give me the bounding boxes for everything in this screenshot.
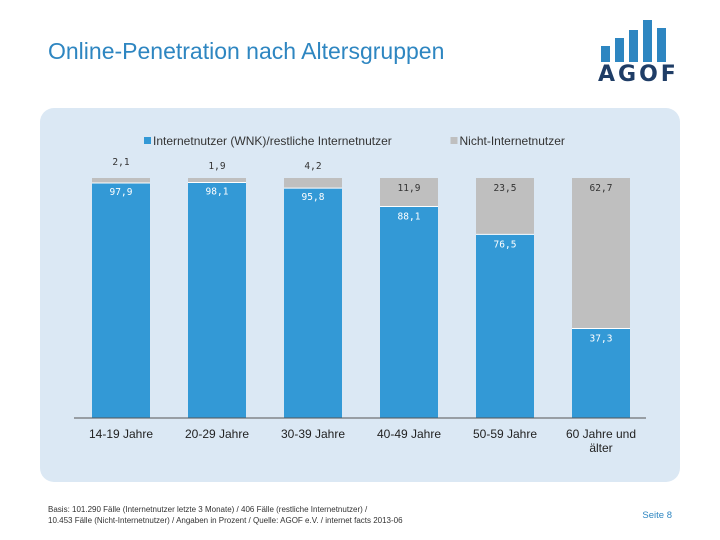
bar-internetnutzer-0 xyxy=(92,183,150,418)
category-label-4: 50-59 Jahre xyxy=(473,427,537,441)
bar-nicht-internetnutzer-1 xyxy=(188,178,246,183)
bar-nicht-internetnutzer-2 xyxy=(284,178,342,189)
stacked-bar-chart: Internetnutzer (WNK)/restliche Internetn… xyxy=(74,134,646,455)
category-label-3: 40-49 Jahre xyxy=(377,427,441,441)
data-label-internetnutzer-4: 76,5 xyxy=(494,239,517,250)
page-number: Seite 8 xyxy=(642,510,672,521)
legend-label-1: Nicht-Internetnutzer xyxy=(460,134,565,148)
bar-internetnutzer-3 xyxy=(380,206,438,418)
legend-swatch-0 xyxy=(144,137,151,144)
data-label-nicht-internetnutzer-0: 2,1 xyxy=(112,157,129,168)
bar-nicht-internetnutzer-0 xyxy=(92,178,150,184)
slide-title: Online-Penetration nach Altersgruppen xyxy=(48,38,445,64)
data-label-nicht-internetnutzer-5: 62,7 xyxy=(590,183,613,194)
data-label-nicht-internetnutzer-1: 1,9 xyxy=(208,161,225,172)
agof-logo-bars-icon xyxy=(601,20,666,62)
category-label-2: 30-39 Jahre xyxy=(281,427,345,441)
data-label-internetnutzer-1: 98,1 xyxy=(206,187,229,198)
bar-internetnutzer-2 xyxy=(284,188,342,418)
category-label-5: 60 Jahre und älter xyxy=(566,427,636,455)
bar-internetnutzer-5 xyxy=(572,328,630,418)
bar-nicht-internetnutzer-5 xyxy=(572,178,630,329)
bar-nicht-internetnutzer-3 xyxy=(380,178,438,207)
data-label-nicht-internetnutzer-3: 11,9 xyxy=(398,183,421,194)
bar-internetnutzer-4 xyxy=(476,234,534,418)
data-label-internetnutzer-0: 97,9 xyxy=(110,187,133,198)
bar-nicht-internetnutzer-4 xyxy=(476,178,534,235)
legend-label-0: Internetnutzer (WNK)/restliche Internetn… xyxy=(153,134,392,148)
data-label-internetnutzer-3: 88,1 xyxy=(398,212,421,223)
data-label-internetnutzer-5: 37,3 xyxy=(590,333,613,344)
bar-internetnutzer-1 xyxy=(188,182,246,418)
data-label-internetnutzer-2: 95,8 xyxy=(302,192,325,203)
category-label-1: 20-29 Jahre xyxy=(185,427,249,441)
category-label-0: 14-19 Jahre xyxy=(89,427,153,441)
legend-swatch-1 xyxy=(450,137,458,144)
data-label-nicht-internetnutzer-4: 23,5 xyxy=(494,183,517,194)
footnote-line-1: Basis: 101.290 Fälle (Internetnutzer let… xyxy=(48,505,368,514)
agof-logo-text: AGOF xyxy=(598,62,679,87)
source-footnote: Basis: 101.290 Fälle (Internetnutzer let… xyxy=(48,504,568,526)
data-label-nicht-internetnutzer-2: 4,2 xyxy=(304,161,321,172)
footnote-line-2: 10.453 Fälle (Nicht-Internetnutzer) / An… xyxy=(48,516,403,525)
